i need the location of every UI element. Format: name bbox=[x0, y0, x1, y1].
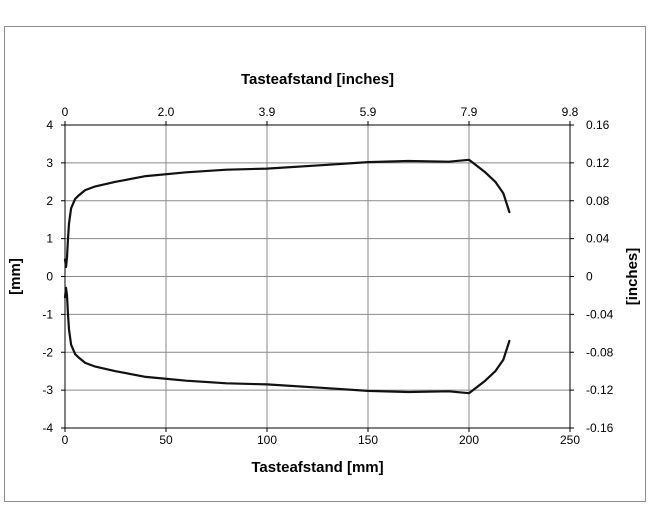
x-axis-title: Tasteafstand [mm] bbox=[251, 459, 383, 476]
chart-frame bbox=[4, 26, 646, 502]
y2-tick-label: -0.16 bbox=[586, 421, 614, 435]
x-tick-label: 50 bbox=[159, 433, 173, 447]
y-tick-label: -4 bbox=[42, 421, 53, 435]
grid-lines bbox=[64, 124, 571, 429]
x2-tick-label: 2.0 bbox=[158, 105, 175, 119]
y2-axis-title: [inches] bbox=[624, 248, 641, 306]
x2-axis-title: Tasteafstand [inches] bbox=[241, 71, 394, 88]
x-tick-label: 100 bbox=[257, 433, 277, 447]
x2-tick-label: 0 bbox=[62, 105, 69, 119]
y2-tick-label: 0 bbox=[586, 270, 593, 284]
x2-tick-label: 3.9 bbox=[259, 105, 276, 119]
x2-tick-label: 7.9 bbox=[461, 105, 478, 119]
series-line-1 bbox=[63, 158, 511, 269]
y2-tick-label: 0.04 bbox=[586, 232, 610, 246]
y-tick-label: 1 bbox=[46, 232, 53, 246]
y2-tick-label: -0.08 bbox=[586, 345, 614, 359]
y2-tick-label: -0.12 bbox=[586, 383, 614, 397]
data-lines bbox=[63, 158, 511, 395]
y-tick-label: 0 bbox=[46, 270, 53, 284]
x2-tick-label: 9.8 bbox=[562, 105, 579, 119]
y-tick-label: -1 bbox=[42, 307, 53, 321]
y-tick-label: -2 bbox=[42, 345, 53, 359]
x-tick-label: 200 bbox=[459, 433, 479, 447]
y2-tick-label: 0.12 bbox=[586, 156, 610, 170]
x-tick-label: 0 bbox=[62, 433, 69, 447]
y-tick-label: 2 bbox=[46, 194, 53, 208]
x-tick-label: 150 bbox=[358, 433, 378, 447]
y-tick-label: -3 bbox=[42, 383, 53, 397]
y-tick-label: 3 bbox=[46, 156, 53, 170]
series-line-2 bbox=[63, 286, 511, 395]
y2-tick-label: 0.16 bbox=[586, 118, 610, 132]
y-axis-title: [mm] bbox=[7, 258, 24, 295]
x-tick-label: 250 bbox=[560, 433, 580, 447]
y2-tick-label: 0.08 bbox=[586, 194, 610, 208]
y-tick-label: 4 bbox=[46, 118, 53, 132]
y2-tick-label: -0.04 bbox=[586, 307, 614, 321]
x2-tick-label: 5.9 bbox=[360, 105, 377, 119]
